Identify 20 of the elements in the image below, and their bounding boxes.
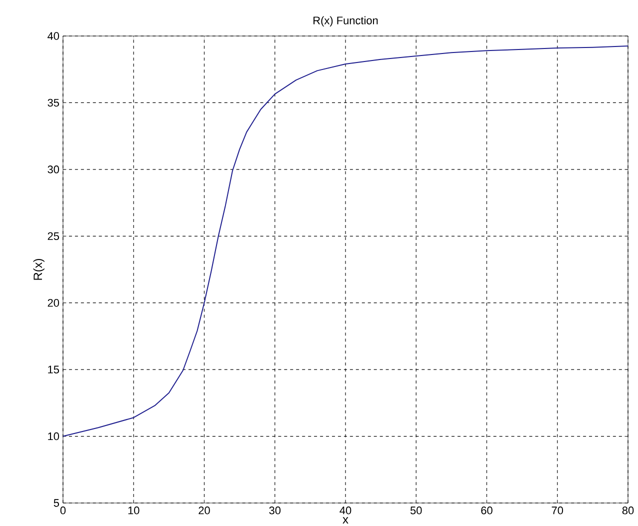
x-tick-label: 0 [60,506,66,514]
y-tick-label: 25 [48,232,60,240]
x-tick-label: 30 [269,506,281,514]
x-tick-label: 80 [622,506,634,514]
y-tick-label: 10 [48,432,60,440]
y-tick-label: 30 [48,166,60,174]
x-tick-label: 40 [340,506,352,514]
y-tick-label: 15 [48,366,60,374]
x-tick-label: 60 [481,506,492,514]
x-tick-label: 20 [198,506,210,514]
x-tick-label: 10 [128,506,140,514]
y-tick-label: 40 [48,32,60,40]
x-axis-title: x [342,517,348,524]
x-tick-label: 70 [552,506,564,514]
chart-title: R(x) Function [314,16,378,26]
y-tick-label: 35 [48,98,60,107]
y-tick-label: 20 [48,298,60,307]
x-tick-label: 50 [410,506,422,514]
y-axis-title: R(x) [33,258,44,280]
y-tick-label: 5 [54,499,60,507]
